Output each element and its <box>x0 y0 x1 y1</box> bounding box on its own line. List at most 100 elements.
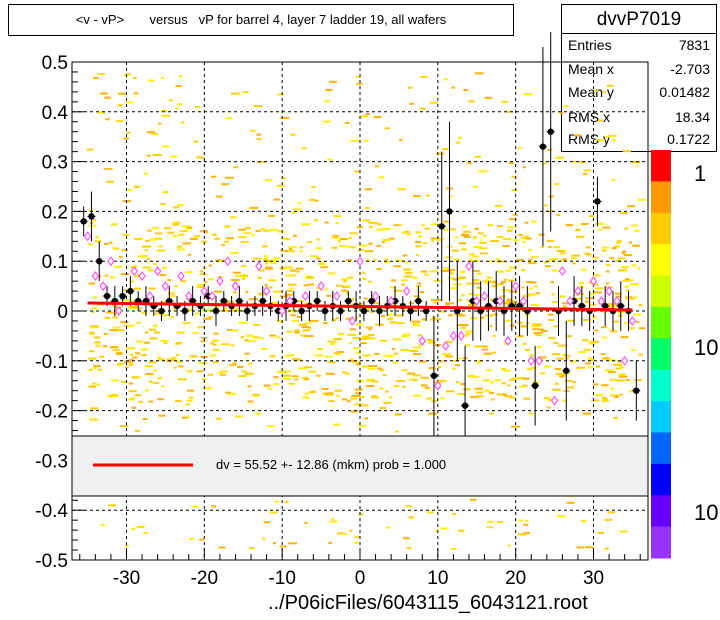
histogram-cell <box>186 370 193 373</box>
histogram-cell <box>417 334 423 337</box>
histogram-cell <box>110 276 116 279</box>
histogram-cell <box>331 319 336 322</box>
histogram-cell <box>627 205 636 208</box>
histogram-cell <box>290 133 296 136</box>
histogram-cell <box>91 307 98 310</box>
histogram-cell <box>473 185 478 188</box>
histogram-cell <box>580 223 589 225</box>
histogram-cell <box>167 231 175 234</box>
histogram-cell <box>149 337 158 340</box>
histogram-cell <box>263 257 268 260</box>
histogram-cell <box>502 393 507 396</box>
histogram-cell <box>592 291 602 294</box>
histogram-cell <box>354 388 364 391</box>
histogram-cell <box>487 520 495 523</box>
histogram-cell <box>605 264 611 267</box>
histogram-cell <box>360 115 369 118</box>
profile-point <box>422 307 430 315</box>
histogram-cell <box>554 368 562 371</box>
histogram-cell <box>412 276 418 279</box>
histogram-cell <box>193 235 201 238</box>
histogram-cell <box>191 505 199 508</box>
histogram-cell <box>245 291 249 294</box>
histogram-cell <box>248 547 255 549</box>
histogram-cell <box>252 393 260 396</box>
histogram-cell <box>614 395 620 398</box>
histogram-cell <box>369 226 373 229</box>
histogram-cell <box>516 259 524 262</box>
histogram-cell <box>523 532 530 534</box>
histogram-cell <box>553 325 559 328</box>
histogram-cell <box>300 334 306 337</box>
open-marker <box>589 276 598 287</box>
histogram-cell <box>130 397 135 400</box>
histogram-cell <box>556 250 566 252</box>
histogram-cell <box>284 238 291 241</box>
histogram-cell <box>390 286 396 289</box>
histogram-cell <box>473 236 477 239</box>
histogram-cell <box>623 254 632 256</box>
open-marker <box>185 291 193 302</box>
histogram-cell <box>611 179 615 182</box>
histogram-cell <box>230 216 237 219</box>
histogram-cell <box>445 340 453 343</box>
histogram-cell <box>226 117 232 120</box>
histogram-cell <box>369 310 375 313</box>
histogram-cell <box>598 228 602 231</box>
x-tick-label: 30 <box>583 568 604 589</box>
histogram-cell <box>563 105 569 108</box>
open-marker <box>262 286 271 297</box>
x-tick-label: -10 <box>268 568 295 589</box>
histogram-cell <box>136 525 145 528</box>
histogram-cell <box>110 223 118 226</box>
histogram-cell <box>127 324 135 327</box>
histogram-cell <box>421 224 425 227</box>
histogram-cell <box>579 282 585 285</box>
histogram-cell <box>512 214 518 217</box>
histogram-cell <box>368 242 373 245</box>
histogram-cell <box>345 292 349 295</box>
histogram-cell <box>505 319 511 322</box>
histogram-cell <box>341 398 348 401</box>
histogram-cell <box>112 326 121 329</box>
histogram-cell <box>572 262 576 265</box>
y-tick-label: -0.5 <box>35 551 68 572</box>
histogram-cell <box>562 305 568 308</box>
histogram-cell <box>181 225 191 228</box>
histogram-cell <box>227 392 237 395</box>
histogram-cell <box>559 295 566 298</box>
histogram-cell <box>563 258 567 260</box>
stats-label: Mean x <box>568 61 614 77</box>
open-marker <box>138 271 146 282</box>
histogram-cell <box>525 237 532 240</box>
histogram-cell <box>294 329 300 332</box>
histogram-cell <box>358 513 364 516</box>
histogram-cell <box>109 329 119 332</box>
histogram-cell <box>203 267 207 270</box>
open-marker <box>114 306 123 316</box>
histogram-cell <box>531 323 535 326</box>
histogram-cell <box>107 394 111 397</box>
histogram-cell <box>329 80 337 83</box>
histogram-cell <box>600 353 606 356</box>
profile-point <box>446 208 453 215</box>
histogram-cell <box>381 315 386 318</box>
histogram-cell <box>301 223 311 226</box>
histogram-cell <box>162 145 170 148</box>
histogram-cell <box>365 326 373 329</box>
histogram-cell <box>147 79 155 82</box>
histogram-cell <box>242 277 246 280</box>
histogram-cell <box>272 542 276 545</box>
histogram-cell <box>284 293 293 296</box>
histogram-cell <box>171 356 177 359</box>
histogram-cell <box>633 379 642 382</box>
histogram-cell <box>158 245 163 248</box>
histogram-cell <box>563 354 571 357</box>
histogram-cell <box>511 425 520 428</box>
histogram-cell <box>153 312 163 315</box>
histogram-cell <box>452 512 457 515</box>
histogram-cell <box>531 220 537 223</box>
profile-point <box>103 292 111 300</box>
histogram-cell <box>107 504 116 507</box>
histogram-cell <box>188 396 194 399</box>
